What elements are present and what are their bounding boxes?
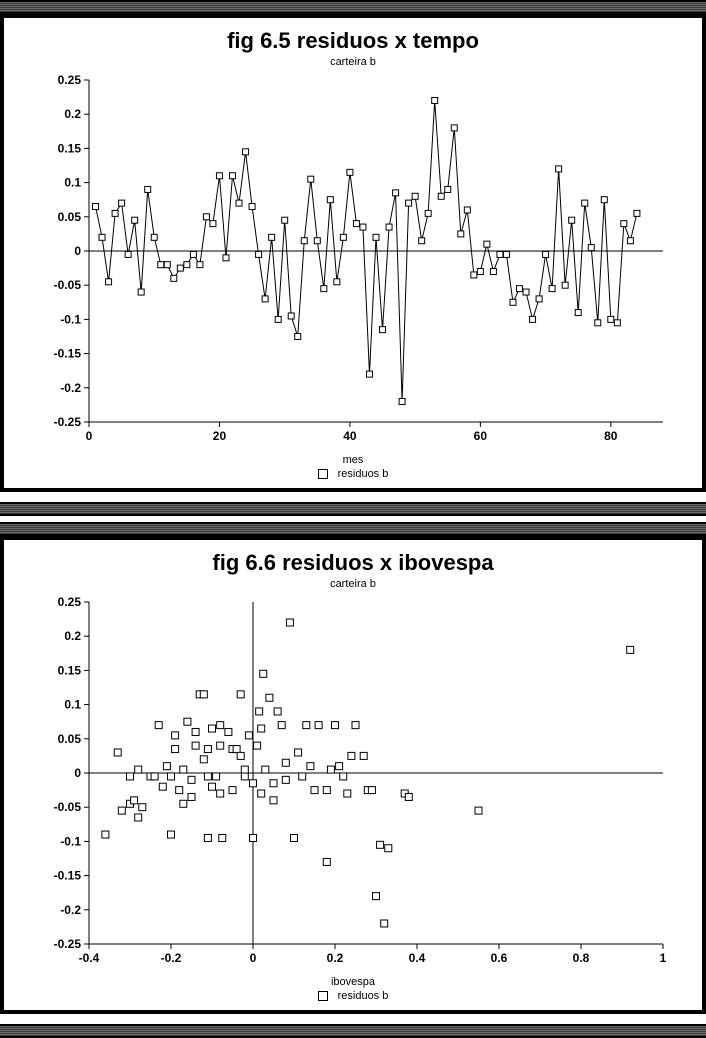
svg-text:20: 20 xyxy=(213,429,227,443)
panel-inner: fig 6.5 residuos x tempo carteira b -0.2… xyxy=(4,18,702,488)
svg-text:0: 0 xyxy=(250,951,257,965)
figure-title: fig 6.5 residuos x tempo xyxy=(14,28,692,54)
svg-text:-0.25: -0.25 xyxy=(54,415,82,429)
svg-text:0.25: 0.25 xyxy=(58,595,82,609)
legend-label: residuos b xyxy=(338,990,389,1002)
legend: residuos b xyxy=(14,468,692,480)
svg-text:80: 80 xyxy=(604,429,618,443)
svg-text:0.6: 0.6 xyxy=(491,951,508,965)
svg-text:-0.2: -0.2 xyxy=(60,381,81,395)
svg-text:-0.05: -0.05 xyxy=(54,800,82,814)
legend: residuos b xyxy=(14,990,692,1002)
legend-marker-icon xyxy=(318,469,328,479)
svg-text:-0.25: -0.25 xyxy=(54,937,82,951)
svg-text:-0.4: -0.4 xyxy=(79,951,100,965)
svg-text:0.15: 0.15 xyxy=(58,141,82,155)
svg-text:40: 40 xyxy=(343,429,357,443)
svg-text:0.2: 0.2 xyxy=(64,629,81,643)
svg-text:0.8: 0.8 xyxy=(573,951,590,965)
svg-text:0.05: 0.05 xyxy=(58,210,82,224)
svg-text:-0.05: -0.05 xyxy=(54,278,82,292)
x-axis-label-row: mes xyxy=(14,454,692,466)
decorative-bar xyxy=(0,522,706,536)
svg-text:-0.1: -0.1 xyxy=(60,312,81,326)
x-axis-label: ibovespa xyxy=(331,976,375,988)
figure-subtitle: carteira b xyxy=(14,578,692,590)
svg-text:0.25: 0.25 xyxy=(58,73,82,87)
svg-text:0: 0 xyxy=(74,766,81,780)
scatter-chart: -0.25 -0.2 -0.15 -0.1 -0.05 0 0.05 0.1 0.15 0.2 0.… xyxy=(33,594,673,974)
figure-subtitle: carteira b xyxy=(14,56,692,68)
svg-text:1: 1 xyxy=(660,951,667,965)
x-axis-label-row: ibovespa xyxy=(14,976,692,988)
svg-text:-0.1: -0.1 xyxy=(60,834,81,848)
decorative-bar xyxy=(0,1024,706,1038)
svg-text:0.1: 0.1 xyxy=(64,698,81,712)
x-axis-label: mes xyxy=(343,454,364,466)
legend-marker-icon xyxy=(318,991,328,1001)
svg-text:-0.2: -0.2 xyxy=(161,951,182,965)
figure-panel-6-6: fig 6.6 residuos x ibovespa carteira b -… xyxy=(0,536,706,1014)
svg-text:0.15: 0.15 xyxy=(58,663,82,677)
svg-text:0.2: 0.2 xyxy=(64,107,81,121)
svg-text:-0.15: -0.15 xyxy=(54,869,82,883)
legend-label: residuos b xyxy=(338,468,389,480)
chart-container: -0.25 -0.2 -0.15 -0.1 -0.05 0 0.05 0.1 0.15 0.2 0.… xyxy=(33,594,673,974)
svg-text:0.1: 0.1 xyxy=(64,176,81,190)
svg-text:0: 0 xyxy=(86,429,93,443)
svg-text:-0.2: -0.2 xyxy=(60,903,81,917)
svg-text:0: 0 xyxy=(74,244,81,258)
figure-panel-6-5: fig 6.5 residuos x tempo carteira b -0.2… xyxy=(0,14,706,492)
figure-title: fig 6.6 residuos x ibovespa xyxy=(14,550,692,576)
decorative-bar xyxy=(0,502,706,516)
svg-text:-0.15: -0.15 xyxy=(54,347,82,361)
line-chart: -0.25 -0.2 -0.15 -0.1 -0.05 0 0.05 0.1 0.15 0.2 0.… xyxy=(33,72,673,452)
chart-container: -0.25 -0.2 -0.15 -0.1 -0.05 0 0.05 0.1 0.15 0.2 0.… xyxy=(33,72,673,452)
panel-inner: fig 6.6 residuos x ibovespa carteira b -… xyxy=(4,540,702,1010)
svg-text:0.4: 0.4 xyxy=(409,951,426,965)
svg-text:0.05: 0.05 xyxy=(58,732,82,746)
svg-text:0.2: 0.2 xyxy=(327,951,344,965)
page: fig 6.5 residuos x tempo carteira b -0.2… xyxy=(0,0,706,1038)
svg-text:60: 60 xyxy=(474,429,488,443)
decorative-bar xyxy=(0,0,706,14)
